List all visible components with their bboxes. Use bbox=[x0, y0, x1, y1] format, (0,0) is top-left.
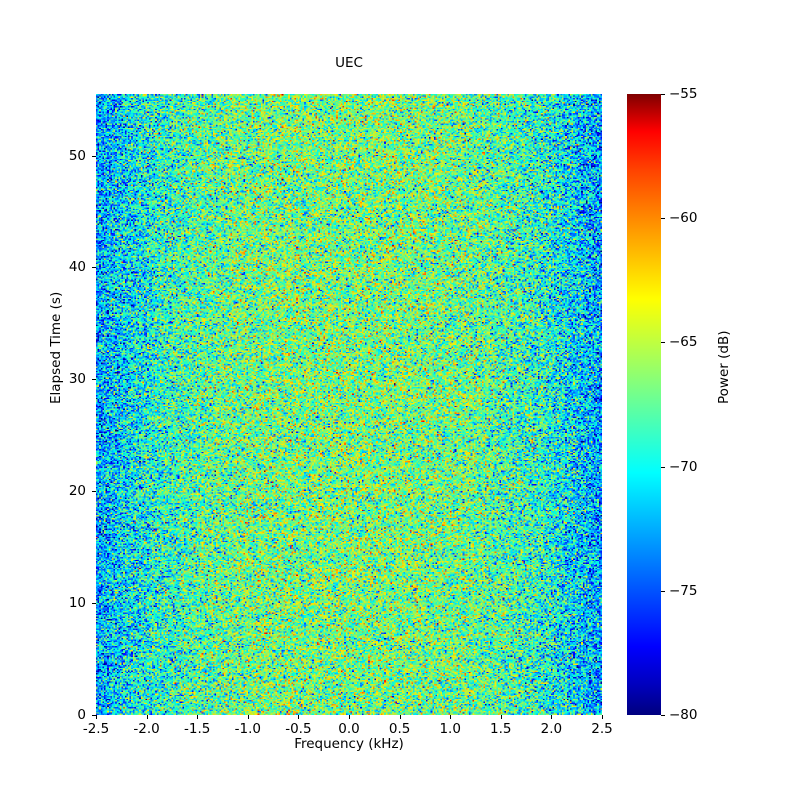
colorbar-tick-mark bbox=[661, 94, 665, 95]
colorbar-tick-mark bbox=[661, 218, 665, 220]
colorbar-tick-label: −70 bbox=[669, 458, 698, 475]
colorbar-gradient bbox=[627, 94, 661, 715]
y-tick-label: 10 bbox=[68, 595, 86, 612]
x-tick-label: 0.5 bbox=[388, 721, 411, 737]
colorbar-tick-mark bbox=[661, 342, 665, 344]
x-tick-mark bbox=[197, 715, 199, 719]
colorbar-tick-label: −55 bbox=[669, 86, 698, 102]
colorbar-tick-label: −80 bbox=[669, 707, 698, 723]
colorbar-tick-mark bbox=[661, 466, 665, 468]
x-tick-label: -0.5 bbox=[285, 721, 312, 737]
colorbar-tick-label: −75 bbox=[669, 582, 698, 599]
x-tick-label: 2.0 bbox=[540, 721, 563, 737]
x-tick-label: -1.0 bbox=[234, 721, 261, 737]
spectrogram-image bbox=[96, 94, 602, 715]
x-tick-label: 2.5 bbox=[591, 721, 613, 737]
x-tick-label: -1.5 bbox=[184, 721, 211, 737]
y-tick-label: 0 bbox=[77, 707, 86, 723]
y-tick-mark bbox=[92, 379, 96, 381]
y-tick-mark bbox=[92, 491, 96, 493]
y-tick-label: 50 bbox=[68, 147, 86, 164]
x-tick-mark bbox=[96, 715, 97, 719]
x-tick-label: 0.0 bbox=[338, 721, 360, 737]
title-line-station: UEC bbox=[335, 54, 363, 71]
x-tick-mark bbox=[602, 715, 603, 719]
y-axis-label: Elapsed Time (s) bbox=[48, 291, 64, 404]
x-axis-label: Frequency (kHz) bbox=[294, 736, 404, 752]
y-tick-label: 40 bbox=[68, 259, 86, 276]
colorbar bbox=[627, 94, 661, 715]
x-tick-label: 1.5 bbox=[490, 721, 512, 737]
colorbar-label: Power (dB) bbox=[716, 330, 732, 404]
colorbar-tick-mark bbox=[661, 590, 665, 592]
x-tick-mark bbox=[247, 715, 249, 719]
x-tick-mark bbox=[298, 715, 300, 719]
x-tick-mark bbox=[500, 715, 502, 719]
y-tick-mark bbox=[92, 155, 96, 157]
colorbar-tick-mark bbox=[661, 715, 665, 716]
x-tick-mark bbox=[450, 715, 452, 719]
x-tick-mark bbox=[399, 715, 401, 719]
colorbar-tick-label: −65 bbox=[669, 334, 698, 351]
x-tick-label: -2.0 bbox=[133, 721, 160, 737]
y-tick-label: 20 bbox=[68, 483, 86, 500]
spectrogram-plot-area bbox=[96, 94, 602, 715]
y-tick-mark bbox=[92, 267, 96, 269]
x-tick-mark bbox=[146, 715, 148, 719]
x-tick-label: 1.0 bbox=[439, 721, 461, 737]
colorbar-tick-label: −60 bbox=[669, 210, 698, 227]
x-tick-mark bbox=[349, 715, 350, 719]
y-tick-mark bbox=[92, 603, 96, 605]
y-tick-label: 30 bbox=[68, 371, 86, 388]
y-tick-mark bbox=[92, 715, 96, 716]
x-tick-mark bbox=[551, 715, 553, 719]
x-tick-label: -2.5 bbox=[82, 721, 110, 737]
